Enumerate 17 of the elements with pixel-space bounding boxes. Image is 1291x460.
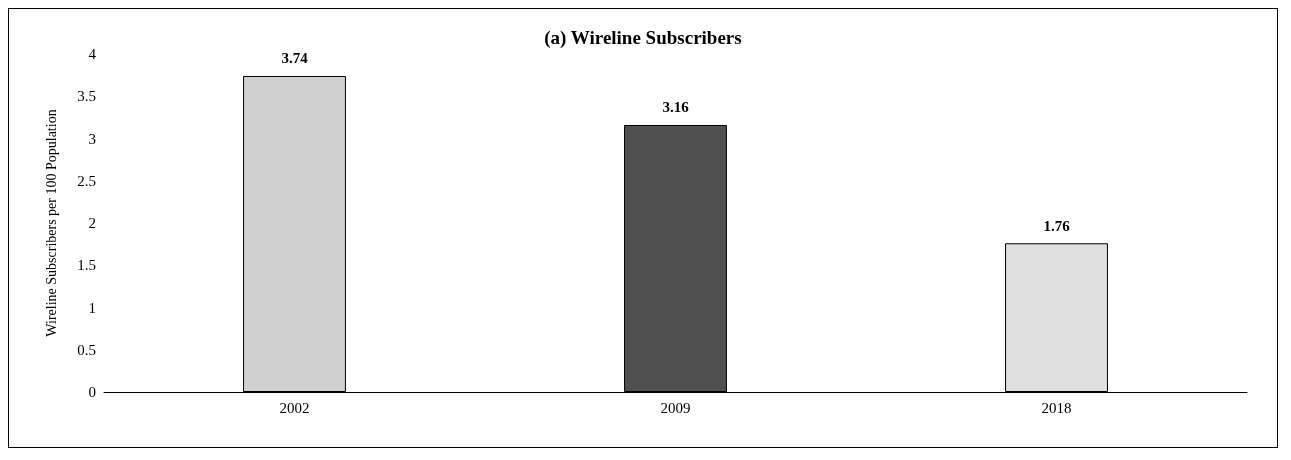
y-tick-label: 2.5 — [77, 172, 96, 189]
x-tick-label: 2002 — [279, 399, 310, 416]
y-tick-label: 0.5 — [77, 341, 96, 358]
x-tick-label: 2009 — [660, 399, 691, 416]
data-label: 3.16 — [662, 99, 690, 116]
y-tick-label: 3.5 — [77, 88, 96, 105]
x-tick-label: 2018 — [1041, 399, 1072, 416]
y-tick-label: 1.5 — [77, 257, 96, 274]
y-axis-title: Wireline Subscribers per 100 Population — [43, 109, 59, 337]
data-label: 1.76 — [1043, 217, 1071, 234]
y-tick-label: 1 — [88, 299, 96, 316]
y-tick-label: 2 — [88, 215, 96, 231]
data-label: 3.74 — [281, 50, 309, 67]
y-tick-label: 3 — [88, 130, 96, 147]
y-tick-label: 0 — [88, 384, 96, 400]
y-tick-label: 4 — [88, 46, 97, 62]
chart-title: (a) Wireline Subscribers — [544, 27, 742, 49]
